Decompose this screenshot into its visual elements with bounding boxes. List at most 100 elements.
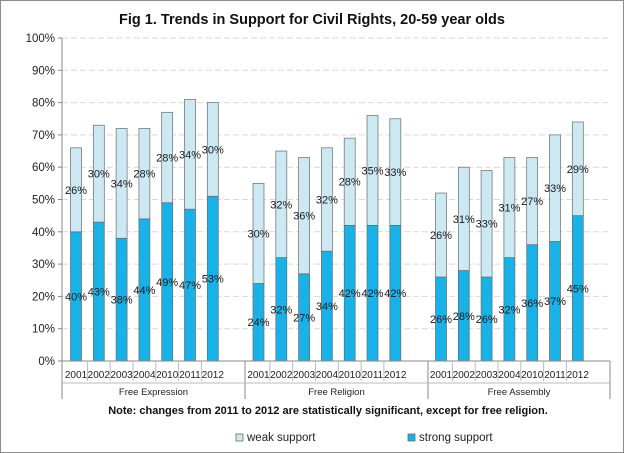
data-label-strong: 37% bbox=[544, 296, 566, 308]
data-labels: 40% 26% 43% 30% 38% 34% 44% 28% 49% 28% 47% 34% 53% 3… bbox=[65, 144, 589, 329]
bar-weak-support bbox=[389, 118, 402, 226]
data-label-strong: 28% bbox=[453, 311, 475, 323]
x-tick-label-year: 2003 bbox=[293, 370, 316, 381]
bar-weak-support bbox=[275, 150, 288, 258]
x-tick-label-year: 2011 bbox=[544, 370, 566, 381]
x-tick-label-year: 2002 bbox=[270, 370, 293, 381]
x-tick-label-year: 2001 bbox=[247, 370, 270, 381]
legend-label-weak: weak support bbox=[246, 432, 316, 444]
x-tick-label-year: 2004 bbox=[133, 370, 156, 381]
data-label-weak: 32% bbox=[270, 199, 292, 211]
x-tick-label-year: 2010 bbox=[156, 370, 179, 381]
data-label-strong: 42% bbox=[361, 288, 383, 300]
y-tick-label: 100% bbox=[26, 33, 55, 45]
chart-note: Note: changes from 2011 to 2012 are stat… bbox=[108, 405, 548, 417]
data-label-weak: 33% bbox=[544, 183, 566, 195]
data-label-strong: 42% bbox=[384, 288, 406, 300]
x-tick-label-year: 2010 bbox=[521, 370, 544, 381]
x-tick-label-group: Free Assembly bbox=[488, 387, 551, 398]
bar-weak-support bbox=[70, 147, 82, 233]
gridlines bbox=[62, 37, 610, 330]
x-tick-label-year: 2003 bbox=[475, 370, 498, 381]
data-label-weak: 29% bbox=[567, 164, 589, 176]
data-label-weak: 28% bbox=[156, 153, 178, 165]
data-label-strong: 49% bbox=[156, 277, 178, 289]
data-label-weak: 31% bbox=[453, 214, 475, 226]
bar-weak-support bbox=[298, 157, 310, 275]
y-tick-label: 60% bbox=[32, 162, 55, 174]
data-label-strong: 26% bbox=[430, 314, 452, 326]
bar-weak-support bbox=[252, 183, 265, 284]
data-label-strong: 34% bbox=[316, 301, 338, 313]
data-label-weak: 26% bbox=[430, 230, 452, 242]
x-tick-label-year: 2002 bbox=[88, 370, 111, 381]
x-tick-label-year: 2004 bbox=[498, 370, 521, 381]
data-label-strong: 32% bbox=[498, 304, 520, 316]
y-tick-label: 90% bbox=[32, 65, 55, 77]
legend: weak support strong support bbox=[235, 432, 493, 444]
y-tick-label: 50% bbox=[32, 195, 55, 207]
bar-weak-support bbox=[115, 128, 128, 239]
y-tick-label: 70% bbox=[32, 130, 55, 142]
y-tick-label: 20% bbox=[32, 291, 55, 303]
data-label-weak: 31% bbox=[498, 203, 520, 215]
bar-weak-support bbox=[526, 157, 539, 246]
bar-weak-support bbox=[480, 170, 493, 278]
x-tick-label-year: 2011 bbox=[362, 370, 384, 381]
chart-title: Fig 1. Trends in Support for Civil Right… bbox=[119, 12, 505, 28]
bar-weak-support bbox=[571, 121, 584, 217]
bar-weak-support bbox=[92, 124, 105, 223]
data-label-strong: 42% bbox=[339, 288, 361, 300]
axes: 0%10%20%30%40%50%60%70%80%90%100%2001 200… bbox=[26, 33, 611, 399]
data-label-strong: 32% bbox=[270, 304, 292, 316]
data-label-weak: 33% bbox=[384, 167, 406, 179]
legend-label-strong: strong support bbox=[419, 432, 493, 444]
data-label-strong: 26% bbox=[476, 314, 498, 326]
x-tick-label-year: 2003 bbox=[110, 370, 133, 381]
data-label-weak: 28% bbox=[133, 169, 155, 181]
data-label-strong: 47% bbox=[179, 280, 201, 292]
data-label-strong: 24% bbox=[247, 317, 269, 329]
y-tick-label: 10% bbox=[32, 324, 55, 336]
data-label-strong: 38% bbox=[111, 295, 133, 307]
y-tick-label: 0% bbox=[38, 356, 55, 368]
bar-weak-support bbox=[457, 166, 470, 271]
data-label-weak: 34% bbox=[179, 149, 201, 161]
bar-weak-support bbox=[366, 115, 379, 226]
bar-weak-support bbox=[161, 111, 174, 204]
data-label-weak: 32% bbox=[316, 195, 338, 207]
x-tick-label-year: 2012 bbox=[567, 370, 590, 381]
bar-weak-support bbox=[549, 134, 561, 242]
bars bbox=[70, 99, 584, 362]
data-label-weak: 30% bbox=[88, 169, 110, 181]
data-label-strong: 53% bbox=[202, 274, 224, 286]
data-label-weak: 30% bbox=[202, 144, 224, 156]
x-tick-label-year: 2004 bbox=[316, 370, 339, 381]
x-tick-label-year: 2001 bbox=[430, 370, 453, 381]
data-label-strong: 36% bbox=[521, 298, 543, 310]
x-tick-label-year: 2001 bbox=[65, 370, 88, 381]
bar-weak-support bbox=[503, 157, 516, 258]
bar-weak-support bbox=[138, 128, 151, 220]
data-label-strong: 44% bbox=[133, 285, 155, 297]
data-label-weak: 33% bbox=[476, 219, 498, 231]
bar-weak-support bbox=[206, 102, 219, 197]
data-label-strong: 43% bbox=[88, 287, 110, 299]
bar-weak-support bbox=[184, 99, 196, 210]
x-tick-label-group: Free Religion bbox=[308, 387, 365, 398]
x-tick-label-year: 2002 bbox=[453, 370, 476, 381]
data-label-weak: 36% bbox=[293, 211, 315, 223]
data-label-strong: 45% bbox=[567, 283, 589, 295]
x-tick-label-year: 2012 bbox=[384, 370, 407, 381]
data-label-weak: 35% bbox=[361, 165, 383, 177]
y-tick-label: 40% bbox=[32, 227, 55, 239]
data-label-weak: 26% bbox=[65, 185, 87, 197]
data-label-strong: 27% bbox=[293, 312, 315, 324]
legend-swatch-strong bbox=[407, 433, 416, 442]
bar-weak-support bbox=[435, 192, 447, 278]
x-tick-label-year: 2012 bbox=[202, 370, 225, 381]
legend-swatch-weak bbox=[235, 433, 244, 442]
data-label-weak: 30% bbox=[247, 228, 269, 240]
y-tick-label: 80% bbox=[32, 98, 55, 110]
